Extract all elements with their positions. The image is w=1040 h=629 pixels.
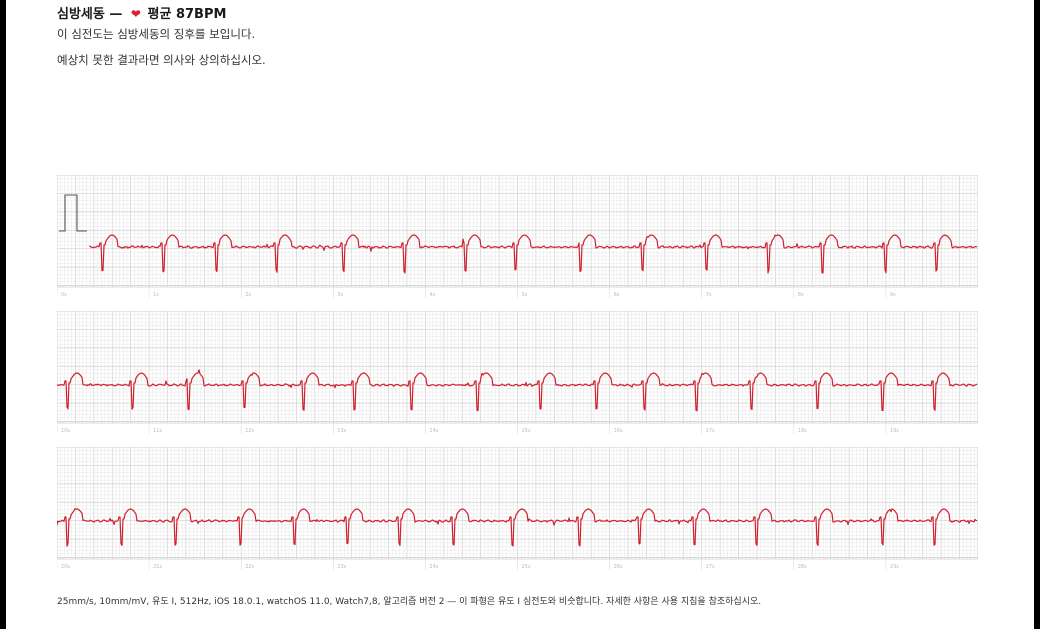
recording-details: 25mm/s, 10mm/mV, 유도 I, 512Hz, iOS 18.0.1… <box>57 597 762 607</box>
ecg-strip-1: 0s 1s 2s 3s 4s 5s 6s 7s 8s 9s <box>57 175 978 298</box>
time-label-17s: 17s <box>706 428 715 434</box>
time-label-28s: 28s <box>798 564 807 570</box>
ecg-trace-1 <box>89 234 978 274</box>
time-label-23s: 23s <box>337 564 346 570</box>
rhythm-classification: 심방세동 <box>57 7 105 22</box>
ecg-strip-3: 20s 21s 22s 23s 24s 25s 26s 27s 28s 29s <box>57 447 978 570</box>
time-label-7s: 7s <box>706 292 712 298</box>
time-label-1s: 1s <box>153 292 159 298</box>
time-label-22s: 22s <box>245 564 254 570</box>
time-label-25s: 25s <box>522 564 531 570</box>
time-label-3s: 3s <box>337 292 343 298</box>
time-label-18s: 18s <box>798 428 807 434</box>
time-label-10s: 10s <box>61 428 70 434</box>
result-description: 이 심전도는 심방세동의 징후를 보입니다. <box>57 27 256 41</box>
time-label-27s: 27s <box>706 564 715 570</box>
time-label-4s: 4s <box>429 292 435 298</box>
average-heart-rate: 평균 87BPM <box>147 7 227 22</box>
time-label-11s: 11s <box>153 428 162 434</box>
ecg-trace-3 <box>57 508 978 547</box>
ecg-trace-2 <box>57 369 978 412</box>
time-label-26s: 26s <box>614 564 623 570</box>
time-label-19s: 19s <box>890 428 899 434</box>
time-label-8s: 8s <box>798 292 804 298</box>
time-label-2s: 2s <box>245 292 251 298</box>
ecg-strip-3-graph: 20s 21s 22s 23s 24s 25s 26s 27s 28s 29s <box>57 447 978 570</box>
time-label-29s: 29s <box>890 564 899 570</box>
title-dash: — <box>109 7 123 22</box>
time-label-24s: 24s <box>429 564 438 570</box>
time-label-16s: 16s <box>614 428 623 434</box>
result-advice: 예상치 못한 결과라면 의사와 상의하십시오. <box>57 53 266 67</box>
time-label-5s: 5s <box>522 292 528 298</box>
time-label-14s: 14s <box>429 428 438 434</box>
ecg-strip-1-graph: 0s 1s 2s 3s 4s 5s 6s 7s 8s 9s <box>57 175 978 298</box>
time-label-13s: 13s <box>337 428 346 434</box>
heart-icon: ❤ <box>130 7 141 21</box>
ecg-report-page: 심방세동 — ❤ 평균 87BPM 이 심전도는 심방세동의 징후를 보입니다.… <box>6 0 1034 629</box>
time-label-0s: 0s <box>61 292 67 298</box>
ecg-strip-2-graph: 10s 11s 12s 13s 14s 15s 16s 17s 18s 19s <box>57 311 978 434</box>
report-title: 심방세동 — ❤ 평균 87BPM <box>57 3 226 22</box>
time-label-9s: 9s <box>890 292 896 298</box>
time-label-21s: 21s <box>153 564 162 570</box>
time-label-15s: 15s <box>522 428 531 434</box>
time-label-6s: 6s <box>614 292 620 298</box>
ecg-strip-2: 10s 11s 12s 13s 14s 15s 16s 17s 18s 19s <box>57 311 978 434</box>
time-label-12s: 12s <box>245 428 254 434</box>
time-label-20s: 20s <box>61 564 70 570</box>
